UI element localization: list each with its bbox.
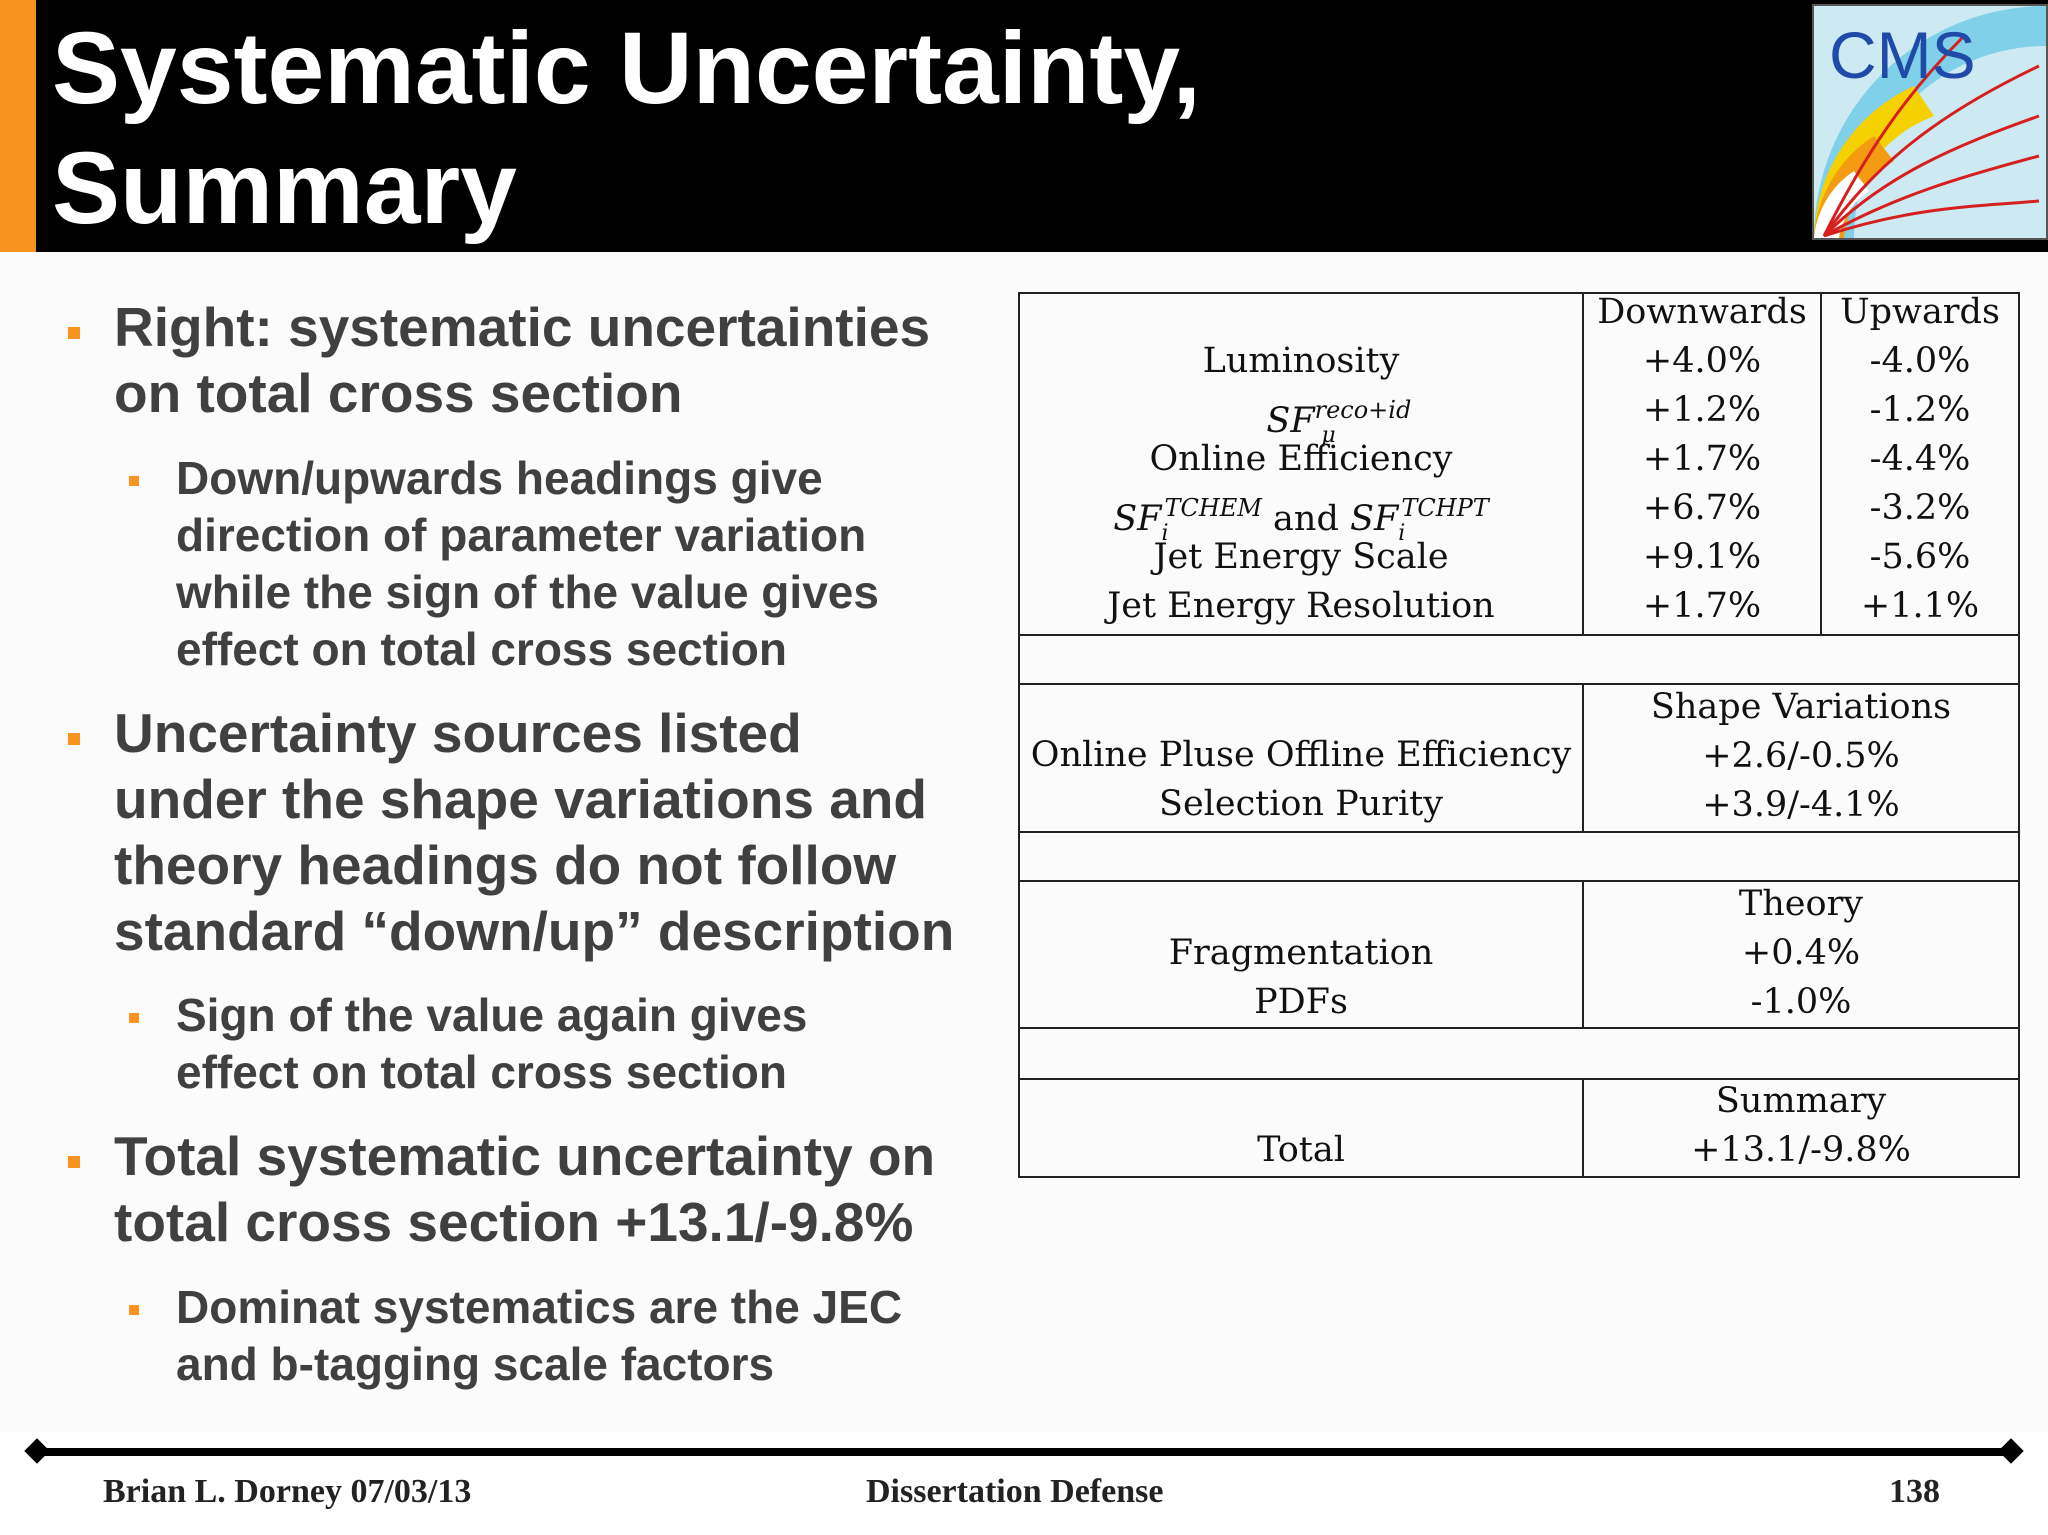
- bullet-marker: [68, 733, 80, 745]
- bullet-line: Down/upwards headings give: [176, 452, 823, 504]
- footer-rule-right-cap: [1998, 1438, 2024, 1464]
- theory-source: PDFs: [1254, 982, 1348, 1022]
- down-value: +1.7%: [1642, 439, 1762, 479]
- shape-sources: Online Pluse Offline Efficiency Selectio…: [1020, 731, 1582, 829]
- shape-source: Online Pluse Offline Efficiency: [1030, 735, 1572, 775]
- footer-author-date: Brian L. Dorney 07/03/13: [103, 1473, 472, 1510]
- bullet-right-systematics: Right: systematic uncertainties on total…: [114, 294, 1014, 426]
- footer-rule: [30, 1448, 2018, 1456]
- downwards-column: Downwards +4.0% +1.2% +1.7% +6.7% +9.1% …: [1584, 288, 1820, 631]
- summary-value: +13.1/-9.8%: [1691, 1130, 1911, 1170]
- down-value: +6.7%: [1642, 488, 1762, 528]
- shape-value: +2.6/-0.5%: [1702, 736, 1900, 776]
- bullet-line: under the shape variations and: [114, 768, 927, 830]
- shape-values: Shape Variations +2.6/-0.5% +3.9/-4.1%: [1584, 683, 2018, 830]
- row-source-online-efficiency: Online Efficiency: [1149, 439, 1453, 479]
- sub-bullet-marker: [129, 1013, 139, 1023]
- header-shape-variations: Shape Variations: [1650, 687, 1952, 727]
- sub-bullet-headings: Down/upwards headings give direction of …: [176, 450, 1016, 678]
- summary-sources: Total: [1020, 1126, 1582, 1175]
- bullet-total-systematic: Total systematic uncertainty on total cr…: [114, 1123, 1014, 1255]
- bullet-line: standard “down/up” description: [114, 900, 955, 962]
- bullet-marker: [68, 1156, 80, 1168]
- bullet-marker: [68, 327, 80, 339]
- footer-event: Dissertation Defense: [866, 1473, 1164, 1510]
- down-value: +4.0%: [1642, 341, 1762, 381]
- up-value: -4.4%: [1869, 439, 1971, 479]
- bullet-line: and b-tagging scale factors: [176, 1338, 775, 1390]
- bullet-line: Dominat systematics are the JEC: [176, 1281, 903, 1333]
- bullet-line: Total systematic uncertainty on: [114, 1125, 936, 1187]
- bullet-line: Right: systematic uncertainties: [114, 296, 931, 358]
- bullet-line: effect on total cross section: [176, 1046, 787, 1098]
- upwards-column: Upwards -4.0% -1.2% -4.4% -3.2% -5.6% +1…: [1822, 288, 2018, 631]
- header-summary: Summary: [1715, 1081, 1887, 1121]
- theory-value: -1.0%: [1750, 982, 1852, 1022]
- bullet-line: total cross section +13.1/-9.8%: [114, 1191, 914, 1253]
- up-value: -5.6%: [1869, 537, 1971, 577]
- theory-values: Theory +0.4% -1.0%: [1584, 880, 2018, 1027]
- bullet-line: direction of parameter variation: [176, 509, 867, 561]
- up-value: +1.1%: [1860, 586, 1980, 626]
- down-value: +9.1%: [1642, 537, 1762, 577]
- bullet-line: on total cross section: [114, 362, 683, 424]
- header-theory: Theory: [1738, 884, 1864, 924]
- systematics-table: Luminosity SFreco+idμ Online Efficiency …: [1018, 292, 2020, 1178]
- row-source-sf-reco-id: SFreco+idμ: [1266, 396, 1412, 448]
- up-value: -3.2%: [1869, 488, 1971, 528]
- page-number: 138: [1889, 1473, 1940, 1510]
- bullet-line: Uncertainty sources listed: [114, 702, 802, 764]
- theory-sources: Fragmentation PDFs: [1020, 929, 1582, 1027]
- sub-bullet-marker: [129, 1305, 139, 1315]
- header-downwards: Downwards: [1597, 292, 1807, 332]
- slide-title: Systematic Uncertainty, Summary: [52, 8, 1752, 248]
- accent-bar: [0, 0, 36, 252]
- row-source-btag-sf: SFiTCHEM and SFiTCHPT: [1113, 494, 1489, 546]
- row-source-luminosity: Luminosity: [1202, 341, 1400, 381]
- down-value: +1.7%: [1642, 586, 1762, 626]
- theory-source: Fragmentation: [1168, 933, 1434, 973]
- bullet-line: Sign of the value again gives: [176, 989, 808, 1041]
- bullet-line: while the sign of the value gives: [176, 566, 879, 618]
- sub-bullet-sign: Sign of the value again gives effect on …: [176, 987, 1016, 1101]
- slide-title-line-2: Summary: [52, 131, 517, 245]
- row-source-jes: Jet Energy Scale: [1153, 537, 1449, 577]
- up-value: -1.2%: [1869, 390, 1971, 430]
- sub-bullet-marker: [129, 476, 139, 486]
- title-bar: Systematic Uncertainty, Summary CMS: [0, 0, 2048, 252]
- bullet-line: theory headings do not follow: [114, 834, 897, 896]
- theory-value: +0.4%: [1741, 933, 1861, 973]
- down-value: +1.2%: [1642, 390, 1762, 430]
- cms-logo-text: CMS: [1829, 18, 1976, 92]
- summary-values: Summary +13.1/-9.8%: [1584, 1077, 2018, 1175]
- shape-source: Selection Purity: [1158, 784, 1444, 824]
- up-value: -4.0%: [1869, 341, 1971, 381]
- shape-value: +3.9/-4.1%: [1702, 785, 1900, 825]
- header-upwards: Upwards: [1840, 292, 2000, 332]
- sub-bullet-dominant: Dominat systematics are the JEC and b-ta…: [176, 1279, 1016, 1393]
- row-source-jer: Jet Energy Resolution: [1107, 586, 1495, 626]
- slide-body: [0, 252, 2048, 1432]
- bullet-uncertainty-sources: Uncertainty sources listed under the sha…: [114, 700, 1014, 964]
- slide-title-line-1: Systematic Uncertainty,: [52, 11, 1201, 125]
- bullet-line: effect on total cross section: [176, 623, 787, 675]
- source-column: Luminosity SFreco+idμ Online Efficiency …: [1020, 337, 1582, 631]
- cms-logo: CMS: [1812, 4, 2048, 240]
- summary-source: Total: [1257, 1130, 1345, 1170]
